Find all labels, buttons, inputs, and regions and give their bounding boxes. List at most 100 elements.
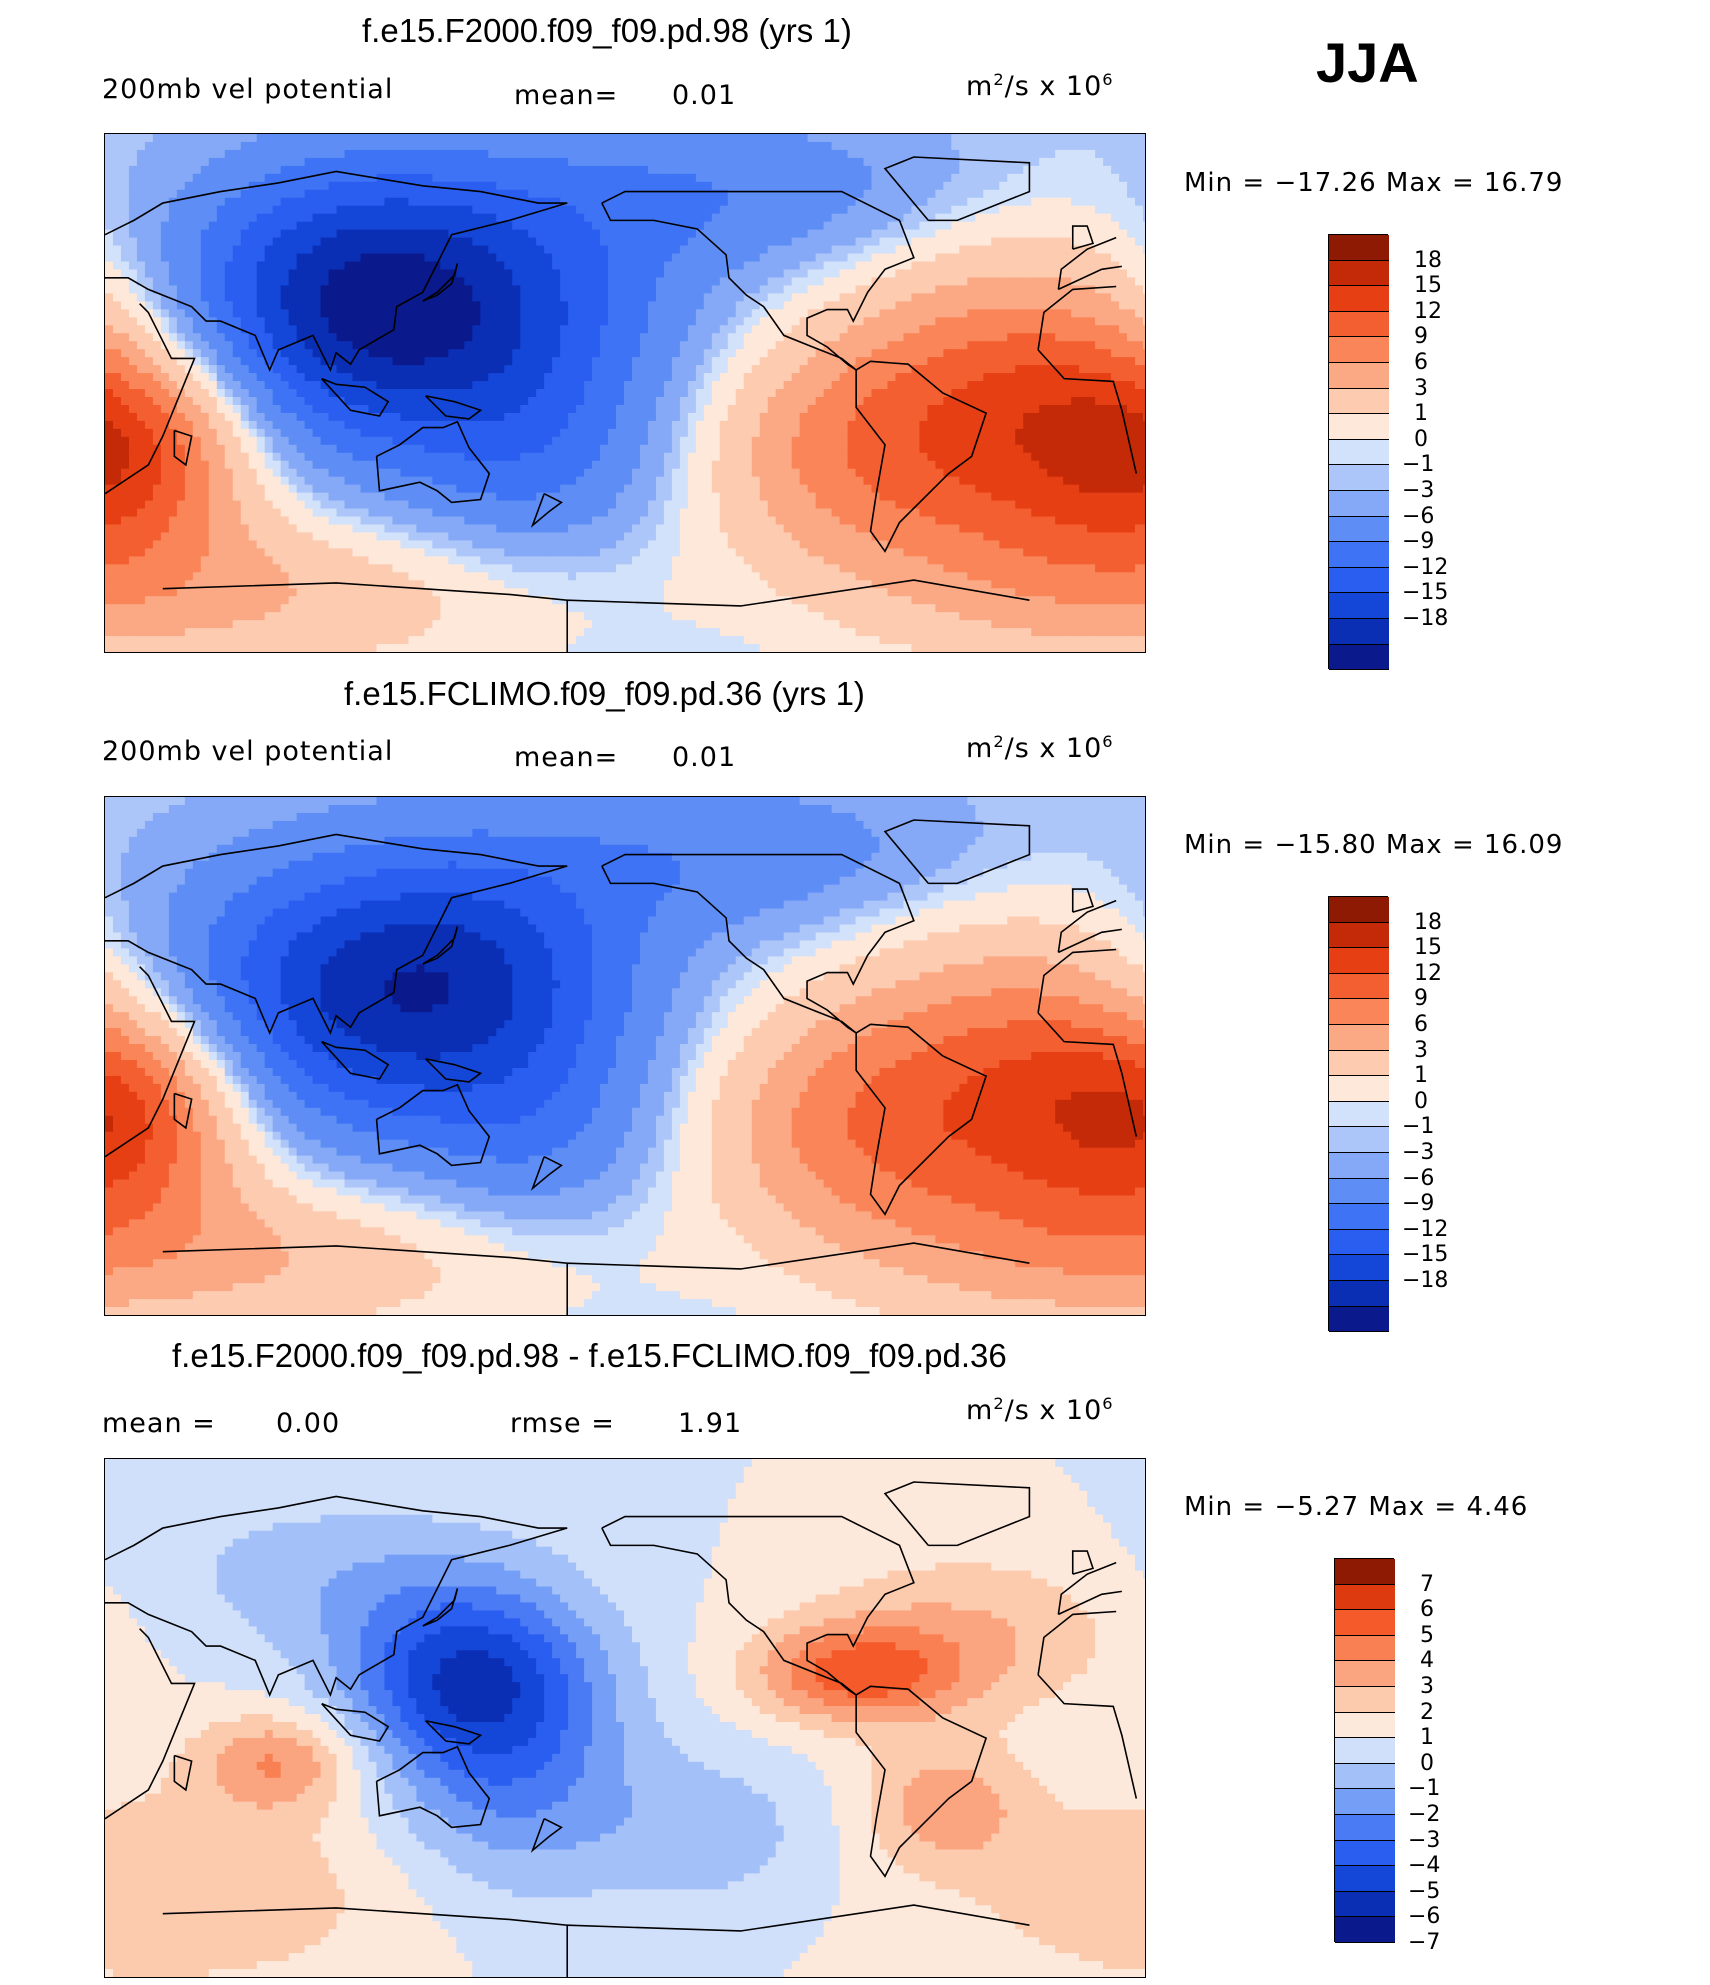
field-cell <box>1079 357 1088 366</box>
field-cell <box>751 381 761 390</box>
field-cell <box>751 221 761 231</box>
field-cell <box>1063 333 1072 342</box>
field-cell <box>512 277 521 286</box>
field-cell <box>1111 181 1120 191</box>
field-cell <box>312 365 322 374</box>
field-cell <box>791 317 801 326</box>
field-cell <box>967 149 976 159</box>
field-cell <box>695 205 705 215</box>
field-cell <box>783 165 793 175</box>
field-cell <box>1023 420 1032 430</box>
field-cell <box>655 261 665 270</box>
field-cell <box>743 173 753 183</box>
field-cell <box>1127 134 1136 143</box>
field-cell <box>791 333 801 342</box>
field-cell <box>791 301 801 310</box>
field-cell <box>703 404 713 414</box>
field-cell <box>1103 349 1112 358</box>
field-cell <box>743 309 753 318</box>
field-cell <box>975 173 984 183</box>
field-cell <box>703 189 713 199</box>
field-cell <box>136 277 146 286</box>
field-cell <box>1063 357 1072 366</box>
field-cell <box>304 229 314 239</box>
field-cell <box>128 213 138 223</box>
field-cell <box>791 165 801 175</box>
field-cell <box>671 197 681 207</box>
field-cell <box>1095 349 1104 358</box>
field-cell <box>791 253 801 263</box>
field-cell <box>352 197 362 207</box>
field-cell <box>368 277 377 286</box>
field-cell <box>568 317 577 326</box>
field-cell <box>711 373 721 382</box>
field-cell <box>1111 381 1120 390</box>
field-cell <box>504 189 513 199</box>
field-cell <box>687 229 697 239</box>
field-cell <box>560 221 569 231</box>
field-cell <box>552 141 561 151</box>
field-cell <box>1087 301 1096 310</box>
field-cell <box>608 173 617 183</box>
field-cell <box>943 269 952 278</box>
field-cell <box>935 349 944 358</box>
field-cell <box>1127 197 1136 207</box>
field-cell <box>264 404 274 414</box>
field-cell <box>584 181 593 191</box>
field-cell <box>360 173 369 183</box>
field-cell <box>695 389 705 398</box>
field-cell <box>392 213 401 223</box>
field-cell <box>839 149 849 159</box>
field-cell <box>336 428 346 438</box>
field-cell <box>136 373 146 382</box>
field-cell <box>1143 165 1145 175</box>
field-cell <box>120 293 130 302</box>
field-cell <box>1071 181 1080 191</box>
field-cell <box>847 333 857 342</box>
field-cell <box>815 213 825 223</box>
field-cell <box>216 157 226 167</box>
field-cell <box>312 309 322 318</box>
field-cell <box>711 141 721 151</box>
field-cell <box>616 277 625 286</box>
field-cell <box>608 349 617 358</box>
field-cell <box>400 261 409 270</box>
field-cell <box>416 253 425 263</box>
field-cell <box>687 396 697 406</box>
field-cell <box>576 253 585 263</box>
field-cell <box>560 428 569 438</box>
field-cell <box>360 309 369 318</box>
field-cell <box>935 205 944 215</box>
field-cell <box>512 293 521 302</box>
field-cell <box>815 341 825 350</box>
field-cell <box>288 277 298 286</box>
field-cell <box>687 173 697 183</box>
field-cell <box>440 293 449 302</box>
field-cell <box>208 141 218 151</box>
field-cell <box>647 301 657 310</box>
field-cell <box>1007 261 1016 270</box>
field-cell <box>184 365 194 374</box>
field-cell <box>600 229 609 239</box>
field-cell <box>831 301 841 310</box>
field-cell <box>536 301 545 310</box>
field-cell <box>855 341 865 350</box>
field-cell <box>448 253 457 263</box>
field-cell <box>647 197 657 207</box>
field-cell <box>240 285 250 294</box>
field-cell <box>464 317 473 326</box>
field-cell <box>352 221 362 231</box>
field-cell <box>1095 373 1104 382</box>
field-cell <box>105 285 114 294</box>
field-cell <box>703 134 713 143</box>
field-cell <box>352 301 362 310</box>
field-cell <box>448 341 457 350</box>
field-cell <box>504 141 513 151</box>
field-cell <box>192 213 202 223</box>
field-cell <box>719 213 729 223</box>
field-cell <box>456 325 465 334</box>
field-cell <box>1015 301 1024 310</box>
field-cell <box>847 325 857 334</box>
field-cell <box>911 333 920 342</box>
field-cell <box>496 253 505 263</box>
